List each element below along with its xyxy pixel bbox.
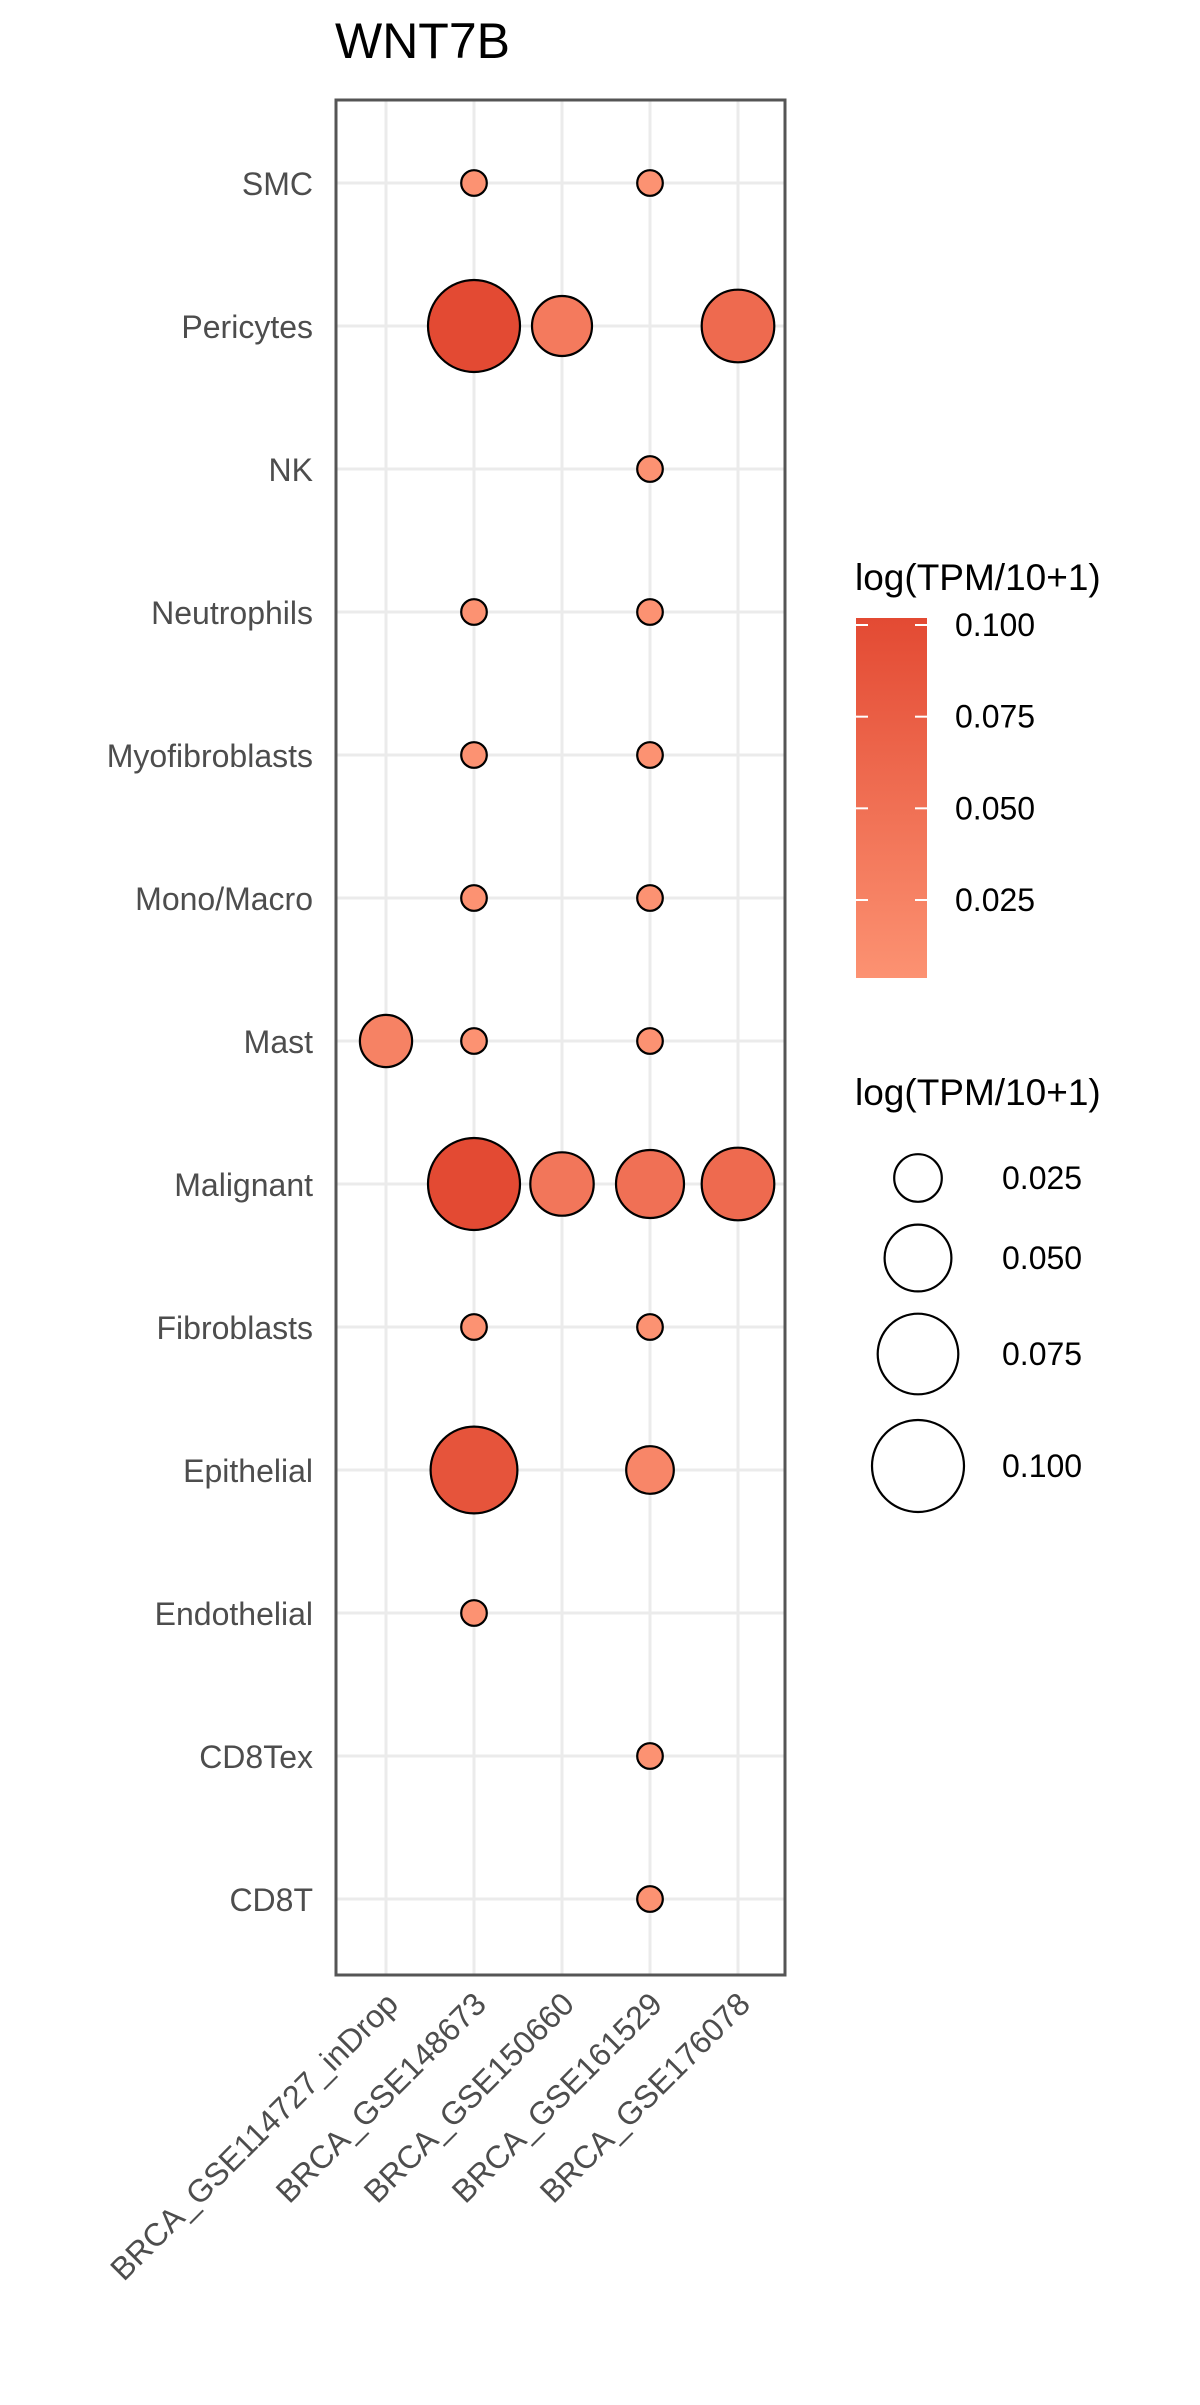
data-point <box>460 884 488 912</box>
data-point <box>426 278 522 374</box>
data-point <box>636 455 664 483</box>
y-tick-label: Epithelial <box>183 1453 313 1489</box>
y-tick-label: CD8T <box>229 1882 313 1918</box>
size-legend-title: log(TPM/10+1) <box>855 1072 1101 1113</box>
data-point <box>636 1313 664 1341</box>
data-point <box>614 1148 686 1220</box>
y-tick-label: Malignant <box>174 1167 313 1203</box>
data-point <box>636 169 664 197</box>
y-tick-label: NK <box>269 452 313 488</box>
data-point <box>460 1027 488 1055</box>
y-tick-label: CD8Tex <box>199 1739 313 1775</box>
data-point <box>460 169 488 197</box>
data-point <box>625 1445 675 1495</box>
color-legend-label: 0.075 <box>955 699 1035 735</box>
data-point <box>636 1027 664 1055</box>
data-point <box>636 1885 664 1913</box>
data-point <box>700 288 776 364</box>
color-legend: log(TPM/10+1) 0.100 0.075 0.050 0.025 <box>855 557 1101 978</box>
size-legend-key <box>893 1153 943 1203</box>
data-point <box>460 1599 488 1627</box>
x-axis-tick-labels: BRCA_GSE114727_inDropBRCA_GSE148673BRCA_… <box>103 1985 757 2287</box>
plot-panel-border <box>334 98 787 1977</box>
data-point <box>529 1151 595 1217</box>
data-point <box>426 1136 522 1232</box>
y-tick-label: Mast <box>244 1024 313 1060</box>
data-point <box>636 1742 664 1770</box>
y-tick-label: Endothelial <box>155 1596 313 1632</box>
color-legend-title: log(TPM/10+1) <box>855 557 1101 598</box>
color-legend-label: 0.025 <box>955 882 1035 918</box>
size-legend-key <box>876 1312 960 1396</box>
data-point <box>460 1313 488 1341</box>
data-point <box>636 598 664 626</box>
data-point <box>460 741 488 769</box>
y-tick-label: Mono/Macro <box>135 881 313 917</box>
y-tick-label: Myofibroblasts <box>107 738 313 774</box>
data-point <box>460 598 488 626</box>
color-legend-label: 0.100 <box>955 607 1035 643</box>
chart-title: WNT7B <box>335 13 510 69</box>
size-legend-label: 0.075 <box>1002 1336 1082 1372</box>
data-point <box>358 1013 414 1069</box>
data-point <box>429 1425 519 1515</box>
data-point <box>636 741 664 769</box>
size-legend-label: 0.025 <box>1002 1160 1082 1196</box>
y-tick-label: Neutrophils <box>151 595 313 631</box>
color-legend-label: 0.050 <box>955 790 1035 826</box>
y-tick-label: Fibroblasts <box>157 1310 314 1346</box>
color-legend-bar <box>856 618 927 978</box>
size-legend-key <box>870 1418 966 1514</box>
y-axis-tick-labels: SMC Pericytes NK Neutrophils Myofibroblasts M… <box>107 166 313 1918</box>
size-legend-label: 0.100 <box>1002 1448 1082 1484</box>
data-points <box>358 169 776 1913</box>
y-tick-label: SMC <box>242 166 313 202</box>
y-tick-label: Pericytes <box>181 309 313 345</box>
data-point <box>530 294 594 358</box>
data-point <box>700 1146 776 1222</box>
size-legend-label: 0.050 <box>1002 1240 1082 1276</box>
size-legend: log(TPM/10+1) 0.025 0.050 0.075 0.100 <box>855 1072 1101 1514</box>
data-point <box>636 884 664 912</box>
size-legend-key <box>883 1223 953 1293</box>
